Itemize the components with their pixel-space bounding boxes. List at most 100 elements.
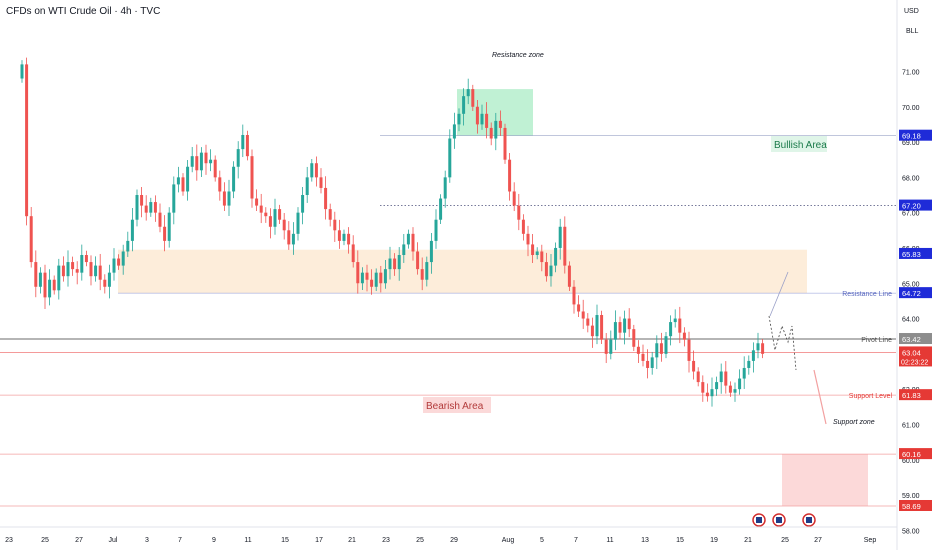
candle-body[interactable]	[370, 279, 374, 287]
candle-body[interactable]	[130, 219, 134, 241]
candle-body[interactable]	[126, 240, 130, 252]
candle-body[interactable]	[213, 159, 217, 178]
candle-body[interactable]	[310, 163, 314, 178]
candle-body[interactable]	[241, 134, 245, 150]
candle-body[interactable]	[48, 279, 52, 298]
candle-body[interactable]	[526, 233, 530, 245]
candle-body[interactable]	[724, 371, 728, 386]
candle-body[interactable]	[374, 272, 378, 287]
candle-body[interactable]	[388, 258, 392, 270]
candle-body[interactable]	[140, 195, 144, 206]
candle-body[interactable]	[273, 209, 277, 227]
candle-body[interactable]	[673, 318, 677, 323]
candle-body[interactable]	[301, 195, 305, 213]
candle-body[interactable]	[259, 205, 263, 213]
candle-body[interactable]	[333, 219, 337, 231]
candle-body[interactable]	[600, 315, 604, 340]
candle-body[interactable]	[112, 258, 116, 273]
candle-body[interactable]	[158, 212, 162, 227]
candle-body[interactable]	[512, 191, 516, 206]
candle-body[interactable]	[517, 205, 521, 220]
candle-body[interactable]	[383, 269, 387, 284]
candle-body[interactable]	[29, 216, 33, 263]
candle-body[interactable]	[489, 127, 493, 139]
candle-body[interactable]	[623, 318, 627, 333]
candle-body[interactable]	[618, 322, 622, 333]
candle-body[interactable]	[291, 233, 295, 245]
candle-body[interactable]	[650, 357, 654, 368]
candle-body[interactable]	[167, 212, 171, 241]
candle-body[interactable]	[544, 262, 548, 277]
candle-body[interactable]	[218, 177, 222, 192]
candle-body[interactable]	[278, 209, 282, 220]
candle-body[interactable]	[554, 247, 558, 266]
candle-body[interactable]	[475, 106, 479, 125]
candle-body[interactable]	[632, 329, 636, 347]
candle-body[interactable]	[485, 113, 489, 128]
candle-body[interactable]	[738, 378, 742, 390]
candle-body[interactable]	[411, 233, 415, 252]
candle-body[interactable]	[176, 177, 180, 185]
candle-body[interactable]	[232, 166, 236, 192]
candle-body[interactable]	[351, 244, 355, 263]
candle-body[interactable]	[728, 385, 732, 393]
candle-body[interactable]	[761, 343, 765, 354]
candle-body[interactable]	[227, 191, 231, 206]
candle-body[interactable]	[751, 350, 755, 361]
candle-body[interactable]	[144, 205, 148, 213]
candle-body[interactable]	[710, 389, 714, 397]
candle-body[interactable]	[705, 392, 709, 397]
candle-body[interactable]	[61, 265, 65, 277]
candle-body[interactable]	[38, 272, 42, 287]
candle-body[interactable]	[94, 265, 98, 277]
candle-body[interactable]	[57, 265, 61, 291]
candle-body[interactable]	[508, 159, 512, 192]
candle-body[interactable]	[747, 360, 751, 368]
candle-body[interactable]	[659, 343, 663, 354]
candle-body[interactable]	[324, 187, 328, 210]
candle-body[interactable]	[692, 360, 696, 372]
candle-body[interactable]	[498, 120, 502, 128]
candle-body[interactable]	[531, 244, 535, 256]
candle-body[interactable]	[466, 89, 470, 97]
candle-body[interactable]	[609, 339, 613, 354]
candle-body[interactable]	[457, 113, 461, 125]
candle-body[interactable]	[342, 233, 346, 241]
candle-body[interactable]	[595, 315, 599, 337]
candle-body[interactable]	[117, 258, 121, 266]
candle-body[interactable]	[190, 156, 194, 167]
candle-body[interactable]	[121, 251, 125, 266]
candle-body[interactable]	[567, 265, 571, 287]
candle-body[interactable]	[186, 166, 190, 192]
candle-body[interactable]	[89, 262, 93, 277]
candle-body[interactable]	[71, 262, 75, 270]
candle-body[interactable]	[471, 89, 475, 107]
candle-body[interactable]	[434, 219, 438, 241]
candle-body[interactable]	[439, 198, 443, 220]
candle-body[interactable]	[296, 212, 300, 234]
candle-body[interactable]	[66, 262, 70, 277]
candle-body[interactable]	[687, 339, 691, 361]
candle-body[interactable]	[255, 198, 259, 206]
candle-body[interactable]	[664, 336, 668, 354]
candle-body[interactable]	[646, 360, 650, 368]
candle-body[interactable]	[84, 255, 88, 263]
candle-body[interactable]	[282, 219, 286, 231]
candle-body[interactable]	[540, 251, 544, 263]
candle-body[interactable]	[443, 177, 447, 199]
candle-body[interactable]	[572, 286, 576, 305]
candle-body[interactable]	[655, 343, 659, 358]
candle-body[interactable]	[163, 226, 167, 241]
candle-body[interactable]	[319, 177, 323, 188]
candle-body[interactable]	[305, 177, 309, 195]
candle-body[interactable]	[563, 226, 567, 266]
candle-body[interactable]	[360, 272, 364, 284]
candle-body[interactable]	[379, 272, 383, 284]
candle-body[interactable]	[682, 332, 686, 340]
candle-body[interactable]	[641, 353, 645, 361]
candle-body[interactable]	[719, 371, 723, 383]
candle-body[interactable]	[149, 202, 153, 213]
candle-body[interactable]	[535, 251, 539, 256]
